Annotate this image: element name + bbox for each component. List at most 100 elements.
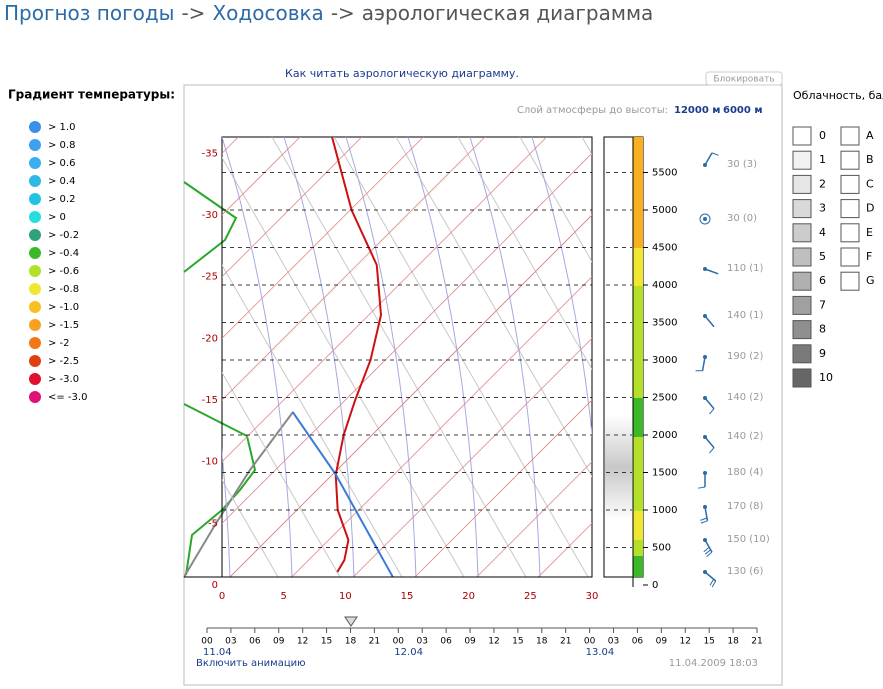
cloud-type-box[interactable]: [840, 247, 860, 267]
wind-label: 140 (2): [727, 431, 764, 442]
temp-label: 5: [280, 591, 286, 602]
crumb[interactable]: Прогноз погоды: [4, 1, 174, 25]
gradient-label: > 1.0: [48, 122, 75, 133]
wind-feather: [704, 549, 711, 555]
wind-label: 140 (1): [727, 310, 764, 321]
temperature-curve: [331, 137, 383, 573]
wind-barb: [704, 397, 715, 410]
cloud-swatch[interactable]: [792, 126, 812, 146]
moist-adiabat: [222, 137, 293, 577]
cloud-type: C: [866, 177, 874, 190]
wind-feather: [709, 408, 715, 415]
moist-adiabat: [345, 137, 417, 577]
cloud-swatch[interactable]: [792, 368, 812, 388]
skew-label: -35: [202, 148, 218, 159]
cloud-swatch[interactable]: [792, 247, 812, 267]
moist-adiabat: [407, 137, 479, 577]
moist-adiabat: [469, 137, 541, 577]
wind-barb: [704, 268, 719, 275]
cloud-shade: [605, 415, 632, 520]
isotherm: [476, 461, 592, 577]
gradient-title: Градиент температуры:: [8, 88, 175, 102]
lock-button[interactable]: [705, 71, 783, 86]
cloud-level: 2: [819, 177, 826, 190]
cloud-level: 3: [819, 202, 826, 215]
cloud-type-box[interactable]: [840, 223, 860, 243]
moist-adiabat: [531, 137, 592, 439]
timestamp: 11.04.2009 18:03: [669, 658, 758, 669]
skew-label: -15: [202, 395, 218, 406]
skew-label: -25: [202, 272, 218, 283]
gradient-label: > -0.8: [48, 284, 79, 295]
temp-label: 10: [339, 591, 352, 602]
dry-adiabat: [222, 156, 465, 577]
cloud-swatch[interactable]: [792, 174, 812, 194]
gradient-label: > -3.0: [48, 374, 79, 385]
gradient-swatch: [29, 319, 41, 331]
isotherm: [352, 337, 592, 577]
cloud-type-box[interactable]: [840, 174, 860, 194]
gradient-label: > 0.6: [48, 158, 75, 169]
cloud-type-box[interactable]: [840, 271, 860, 291]
gradient-swatch: [29, 193, 41, 205]
gradient-label: > 0.4: [48, 176, 75, 187]
plot-area: [0, 117, 592, 585]
cloud-swatch[interactable]: [792, 271, 812, 291]
isotherm: [222, 137, 301, 216]
wind-label: 30 (3): [727, 159, 757, 170]
layer-option[interactable]: 12000 м: [674, 105, 720, 116]
isotherm: [0, 117, 197, 585]
wind-feather: [711, 152, 719, 156]
dry-adiabat: [457, 137, 592, 371]
cloud-type-box[interactable]: [840, 150, 860, 170]
gradient-label: > -0.4: [48, 248, 79, 259]
hour-label: 06: [249, 637, 261, 647]
gradient-label: > -0.6: [48, 266, 79, 277]
gradient-label: > -2.5: [48, 356, 79, 367]
gradient-label: > -2: [48, 338, 70, 349]
wind-label: 170 (8): [727, 501, 764, 512]
wind-label: 30 (0): [727, 213, 757, 224]
isotherm: [0, 117, 135, 585]
help-link[interactable]: Как читать аэрологическую диаграмму.: [285, 67, 519, 80]
hour-label: 18: [536, 637, 548, 647]
hour-label: 12: [297, 637, 308, 647]
cloud-type: D: [866, 202, 874, 215]
gradient-swatch: [29, 139, 41, 151]
wind-dot: [703, 163, 707, 167]
crumb[interactable]: Ходосовка: [212, 1, 323, 25]
gradient-label: > -0.2: [48, 230, 79, 241]
hour-label: 06: [440, 637, 452, 647]
gradient-label: > 0.8: [48, 140, 75, 151]
skew-label: 0: [212, 580, 218, 591]
wind-barb: [701, 356, 706, 371]
skew-label: -30: [202, 210, 218, 221]
time-marker[interactable]: [344, 616, 358, 627]
cloud-type-box[interactable]: [840, 126, 860, 146]
wind-dot: [703, 267, 707, 271]
cloud-swatch[interactable]: [792, 199, 812, 219]
wind-label: 110 (1): [727, 263, 764, 274]
cloud-swatch[interactable]: [792, 344, 812, 364]
hour-label: 21: [560, 637, 571, 647]
cloud-type: F: [866, 250, 872, 263]
animation-link[interactable]: Включить анимацию: [196, 658, 306, 669]
cloud-swatch[interactable]: [792, 295, 812, 315]
lock-label[interactable]: Блокировать: [713, 75, 774, 85]
wind-label: 140 (2): [727, 392, 764, 403]
cloud-swatch[interactable]: [792, 150, 812, 170]
wind-dot: [703, 314, 707, 318]
layer-option[interactable]: 6000 м: [723, 105, 763, 116]
cloud-swatch[interactable]: [792, 320, 812, 340]
date-label: 13.04: [586, 647, 615, 658]
parcel-curve: [291, 411, 394, 577]
isotherm: [222, 137, 424, 339]
cloud-swatch[interactable]: [792, 223, 812, 243]
dry-adiabat: [222, 264, 403, 577]
wind-label: 190 (2): [727, 351, 764, 362]
gradient-column: [633, 137, 643, 577]
height-label: 2500: [652, 393, 677, 404]
temp-label: 25: [524, 591, 537, 602]
cloud-type-box[interactable]: [840, 199, 860, 219]
